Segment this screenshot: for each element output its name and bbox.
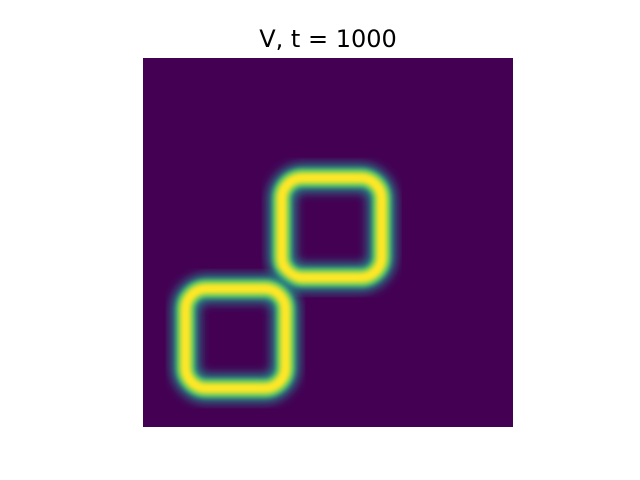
upper-right-loop (267, 163, 396, 292)
heatmap-background (143, 58, 513, 427)
heatmap-plot (143, 58, 513, 427)
lower-left-loop (171, 274, 300, 403)
chart-title: V, t = 1000 (259, 25, 397, 53)
